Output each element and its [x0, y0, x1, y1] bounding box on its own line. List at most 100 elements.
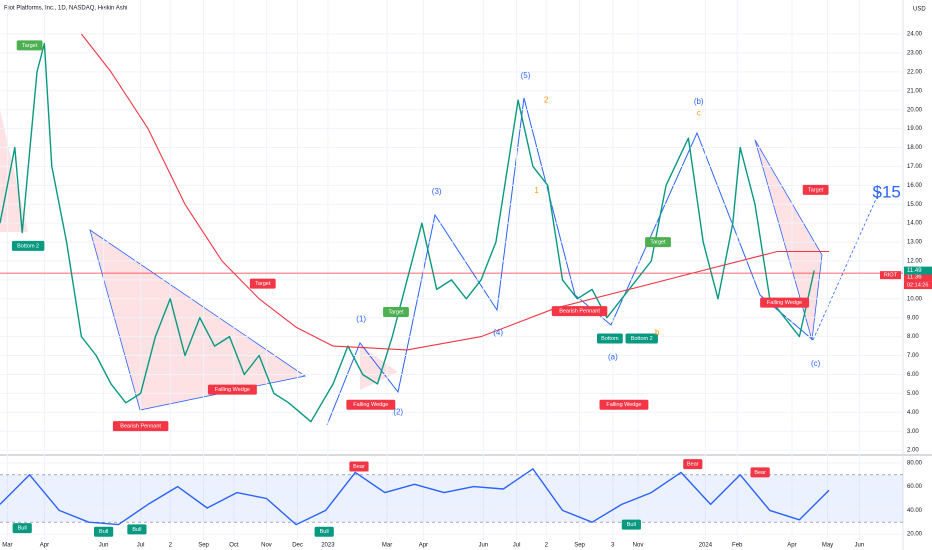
pattern-tag-label: Falling Wedge: [767, 300, 802, 306]
pattern-tag: [16, 40, 43, 51]
pattern-tag-label: Bull: [132, 527, 141, 533]
pattern-tag: [802, 184, 829, 195]
pattern-tag: [621, 519, 641, 530]
pattern-tag: [645, 237, 671, 248]
x-tick-label: 3: [611, 543, 615, 549]
y-tick-label: 16.00: [907, 183, 923, 189]
pattern-tag-label: Bear: [754, 470, 766, 476]
x-tick-label: Mar: [382, 543, 392, 549]
y-tick-label: 10.00: [907, 296, 923, 302]
series-line: [80, 33, 829, 351]
pattern-tag-label: Target: [388, 310, 404, 316]
y-tick-label: 20.00: [907, 107, 923, 113]
pattern-tag-label: Target: [808, 187, 824, 193]
pattern-tag: [760, 297, 810, 308]
pattern-tag: [346, 399, 396, 410]
wave-drawing: [326, 97, 814, 426]
pattern-tag-label: Bear: [353, 464, 365, 470]
x-tick-label: Jun: [854, 543, 864, 549]
wave-label: (c): [811, 359, 821, 368]
x-tick-label: Nov: [261, 543, 272, 549]
x-tick-label: Apr: [419, 543, 428, 549]
pattern-tag: [596, 333, 623, 344]
pattern-tag-label: Target: [22, 43, 38, 49]
y-tick-label: 4.00: [907, 410, 919, 416]
y-tick-label: 3.00: [907, 429, 919, 435]
x-tick-label: 2: [545, 543, 549, 549]
pattern-tag: [599, 399, 649, 410]
wedge-drawing: [754, 139, 823, 341]
pattern-tag: [750, 467, 770, 478]
wave-label: (5): [521, 71, 531, 80]
pattern-tag-label: Bottom: [601, 336, 619, 342]
series-line: [0, 468, 830, 526]
y-tick-label: 60.00: [907, 484, 923, 490]
x-tick-label: Dec: [292, 543, 303, 549]
pattern-tag: [127, 524, 147, 535]
pattern-tag-label: Falling Wedge: [215, 387, 250, 393]
symbol-label: RIOT: [884, 273, 898, 279]
x-tick-label: Jun: [99, 543, 109, 549]
wave-label: (4): [493, 328, 503, 337]
wave-label: (3): [432, 187, 442, 196]
y-tick-label: 12.00: [907, 259, 923, 265]
wave-label: (2): [393, 407, 403, 416]
pattern-tag: [625, 333, 658, 344]
wave-label: (b): [694, 97, 704, 106]
y-tick-label: 21.00: [907, 88, 923, 94]
y-tick-label: 18.00: [907, 145, 923, 151]
pattern-tag-label: Bearish Pennant: [559, 309, 600, 315]
countdown-label: 02:14:26: [907, 283, 928, 289]
x-tick-label: Feb: [732, 543, 743, 549]
symbol-box: [880, 271, 901, 280]
pattern-tag-label: Falling Wedge: [353, 402, 388, 408]
pattern-tag: [249, 278, 276, 289]
pattern-tag-label: Bottom 2: [631, 336, 653, 342]
wave-label: 1: [534, 186, 539, 195]
currency-label: USD: [913, 7, 926, 13]
x-tick-label: 2: [169, 543, 173, 549]
x-tick-label: Mar: [2, 543, 12, 549]
x-tick-label: May: [822, 543, 833, 549]
pattern-tag: [94, 526, 114, 537]
pattern-tag-label: Target: [650, 240, 666, 246]
x-tick-label: 2023: [321, 543, 335, 549]
pattern-tag-label: Bull: [99, 529, 108, 535]
y-tick-label: 22.00: [907, 69, 923, 75]
pattern-tag-label: Bull: [320, 529, 329, 535]
pattern-tag: [383, 307, 409, 318]
y-tick-label: 19.00: [907, 126, 923, 132]
pattern-tag-label: Bear: [687, 462, 699, 468]
y-tick-label: 6.00: [907, 372, 919, 378]
price-label: 11.36: [907, 275, 922, 281]
pattern-tag: [207, 384, 257, 395]
wave-label: b: [655, 328, 660, 337]
pattern-tag-label: Bull: [627, 522, 636, 528]
y-tick-label: 13.00: [907, 240, 923, 246]
x-tick-label: Sep: [198, 543, 209, 549]
pattern-tag-label: Bull: [18, 526, 27, 532]
y-tick-label: 23.00: [907, 51, 923, 57]
pattern-tag: [683, 459, 703, 470]
pattern-tag-label: Falling Wedge: [606, 402, 641, 408]
y-tick-label: 80.00: [907, 461, 923, 467]
chart-title: Riot Platforms, Inc., 1D, NASDAQ, Heikin…: [4, 6, 127, 12]
wave-label: c: [697, 109, 701, 118]
y-tick-label: 5.00: [907, 391, 919, 397]
y-tick-label: 20.00: [907, 532, 923, 538]
target-label: $15: [873, 182, 901, 201]
pattern-tag: [314, 526, 334, 537]
wave-label: 2: [544, 95, 549, 104]
projection-drawing: [812, 189, 881, 341]
x-tick-label: Sep: [574, 543, 585, 549]
x-tick-label: Jul: [137, 543, 145, 549]
pattern-tag-label: Bearish Pennant: [120, 424, 161, 430]
y-tick-label: 40.00: [907, 508, 923, 514]
pattern-tag: [112, 421, 169, 432]
countdown-box: [904, 281, 932, 290]
x-tick-label: 2024: [699, 543, 713, 549]
pattern-tag: [11, 240, 45, 251]
x-tick-label: Oct: [229, 543, 239, 549]
x-tick-label: Apr: [40, 543, 49, 549]
